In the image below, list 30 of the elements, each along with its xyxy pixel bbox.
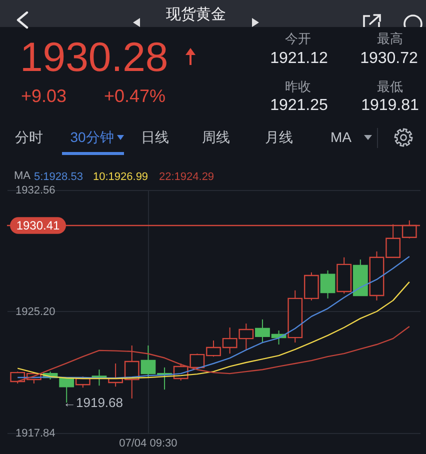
text: 今开	[285, 31, 311, 46]
text: 1919.81	[361, 97, 419, 114]
text: 日线	[141, 129, 169, 145]
text: 1921.25	[270, 97, 328, 114]
text: MA	[330, 129, 352, 145]
y-tick-label: 1932.56	[16, 184, 56, 196]
x-tick-label: 07/04 09:30	[119, 438, 178, 450]
text: 22:1924.29	[159, 170, 214, 183]
text: 月线	[265, 129, 293, 145]
text: 1930.28	[20, 34, 168, 80]
chart-title: 现货黄金	[166, 6, 226, 23]
text: 最高	[377, 31, 403, 46]
text: 1921.12	[270, 50, 328, 67]
text: 昨收	[285, 79, 311, 94]
candlestick	[320, 270, 336, 299]
text: 最低	[377, 79, 403, 94]
text: +9.03	[21, 86, 67, 106]
text: 5:1928.53	[34, 170, 83, 183]
y-tick-label: 1917.84	[16, 428, 56, 440]
text: 30分钟	[70, 129, 114, 145]
text: 分时	[15, 129, 43, 145]
text: 10:1926.99	[93, 170, 148, 183]
annotation: ←1919.68	[63, 395, 123, 410]
legend-title: MA	[14, 170, 32, 182]
y-tick-label: 1925.20	[16, 306, 56, 318]
text: +0.47%	[104, 86, 166, 106]
line-series	[17, 326, 410, 382]
text: 周线	[202, 129, 230, 145]
ref-line-label: 1930.41	[16, 218, 60, 232]
text: 1930.72	[360, 50, 418, 67]
